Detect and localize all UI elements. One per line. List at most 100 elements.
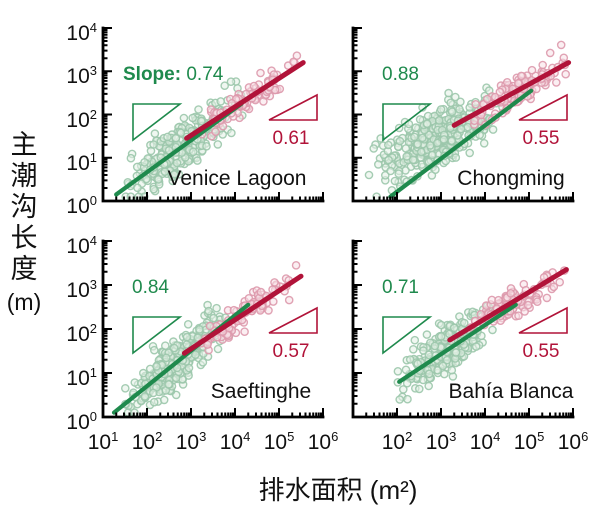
green-fit-line (388, 88, 534, 199)
y-axis-title-char: 潮 (10, 161, 38, 191)
y-tick-label-10e1: 101 (50, 145, 97, 177)
x-tick-label-10e6: 106 (308, 429, 339, 455)
site-name: Chongming (457, 167, 565, 190)
tick-exponent: 1 (89, 149, 97, 165)
tick-base: 10 (131, 431, 156, 454)
tick-exponent: 5 (537, 429, 545, 444)
tick-base: 10 (425, 431, 450, 454)
tick-base: 10 (381, 431, 406, 454)
green-slope-value: 0.74 (186, 64, 224, 85)
red-fit-line (181, 273, 304, 356)
tick-base: 10 (219, 431, 244, 454)
y-axis-title-char: 沟 (10, 192, 38, 222)
tick-exponent: 4 (493, 429, 501, 444)
tick-exponent: 3 (449, 429, 457, 444)
x-tick-label-10e5: 105 (514, 429, 545, 455)
panel-saeftinghe (101, 239, 325, 419)
tick-exponent: 1 (111, 429, 119, 444)
panel-bahia-blanca (351, 239, 575, 419)
tick-exponent: 4 (89, 233, 97, 248)
panel-venice-lagoon (101, 26, 325, 203)
tick-base: 10 (66, 411, 90, 434)
tick-exponent: 6 (581, 429, 589, 444)
red-fit-line (447, 267, 569, 343)
red-slope-triangle (268, 306, 318, 334)
y-axis-title-unit: (m) (6, 289, 42, 315)
tick-base: 10 (513, 431, 538, 454)
tick-exponent: 3 (89, 277, 97, 292)
y-axis-title-char: 主 (10, 130, 38, 160)
red-slope-triangle (518, 306, 568, 334)
green-slope-triangle (382, 103, 433, 142)
x-tick-label-10e5: 105 (264, 429, 295, 455)
green-fit-line (397, 302, 518, 384)
tick-exponent: 2 (89, 321, 97, 336)
y-axis-title: 主潮沟长度 (m) (2, 130, 46, 318)
site-name: Venice Lagoon (167, 167, 307, 190)
tick-base: 10 (66, 323, 90, 346)
red-slope-triangle (518, 93, 568, 121)
tick-base: 10 (66, 22, 90, 45)
tick-exponent: 5 (287, 429, 295, 444)
red-slope-label: 0.61 (272, 128, 310, 149)
tick-base: 10 (175, 431, 200, 454)
y-tick-label-10e1: 101 (50, 360, 97, 392)
tick-exponent: 0 (89, 409, 97, 424)
tick-exponent: 4 (89, 20, 97, 35)
x-tick-label-10e3: 103 (176, 429, 207, 455)
y-tick-label-10e4: 104 (50, 228, 97, 260)
green-slope-value: 0.84 (132, 277, 169, 298)
panel-chongming (351, 26, 575, 203)
tick-exponent: 6 (331, 429, 339, 444)
tick-base: 10 (66, 279, 90, 302)
y-tick-label-10e2: 102 (50, 316, 97, 348)
x-tick-label-10e4: 104 (470, 429, 501, 455)
tick-base: 10 (66, 151, 90, 175)
tick-exponent: 3 (199, 429, 207, 444)
x-tick-label-10e6: 106 (558, 429, 589, 455)
tick-base: 10 (66, 65, 90, 89)
y-axis-title-char: 长 (10, 223, 38, 253)
red-slope-label: 0.55 (522, 341, 560, 362)
axis-ticks (352, 240, 574, 418)
tick-base: 10 (87, 431, 112, 454)
tick-exponent: 1 (89, 365, 97, 380)
axis-ticks (352, 27, 574, 202)
tick-base: 10 (66, 108, 90, 132)
tick-base: 10 (469, 431, 494, 454)
green-slope-value: 0.88 (382, 64, 419, 85)
green-slope-triangle (382, 316, 433, 355)
axis-ticks (102, 240, 324, 418)
y-tick-label-10e0: 100 (50, 404, 97, 436)
green-slope-triangle (132, 316, 183, 355)
tick-exponent: 4 (243, 429, 251, 444)
site-name: Bahía Blanca (448, 380, 574, 403)
axis-ticks (102, 27, 324, 202)
tick-exponent: 2 (405, 429, 413, 444)
y-tick-label-10e2: 102 (50, 102, 97, 134)
x-axis-title: 排水面积 (m²) (258, 475, 418, 505)
green-scatter (393, 301, 497, 404)
x-tick-label-10e1: 101 (88, 429, 119, 455)
green-slope-label: Slope: 0.74 (123, 64, 223, 86)
tick-base: 10 (557, 431, 582, 454)
tick-base: 10 (263, 431, 288, 454)
tick-base: 10 (66, 195, 90, 218)
y-tick-label-10e0: 100 (50, 188, 97, 220)
tick-exponent: 2 (89, 106, 97, 122)
site-name: Saeftinghe (210, 380, 312, 403)
green-fit-line (111, 302, 251, 415)
x-tick-label-10e3: 103 (426, 429, 457, 455)
green-slope-label: 0.88 (382, 64, 419, 86)
y-tick-label-10e4: 104 (50, 15, 97, 47)
x-tick-label-10e2: 102 (382, 429, 413, 455)
tick-base: 10 (307, 431, 332, 454)
tick-exponent: 2 (155, 429, 163, 444)
red-slope-label: 0.55 (522, 128, 560, 149)
red-slope-label: 0.57 (272, 341, 310, 362)
x-tick-label-10e2: 102 (132, 429, 163, 455)
y-tick-label-10e3: 103 (50, 58, 97, 90)
green-slope-label: 0.84 (132, 277, 169, 299)
green-slope-label: 0.71 (382, 277, 419, 299)
